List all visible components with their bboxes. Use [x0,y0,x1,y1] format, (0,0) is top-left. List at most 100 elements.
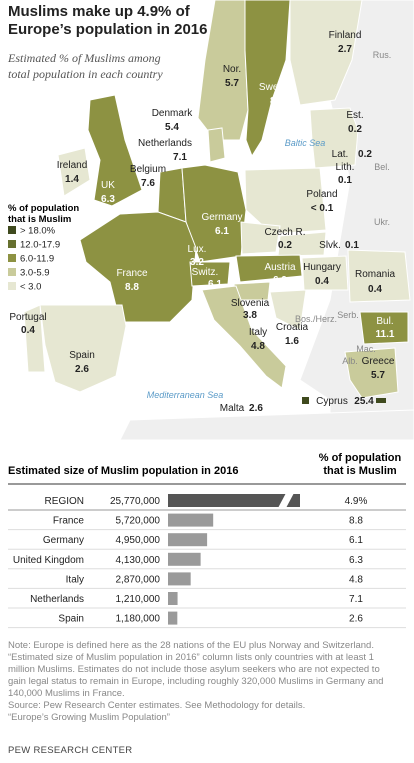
bulgaria [359,311,409,345]
place-label: Rus. [373,50,392,60]
country-value: 7.6 [141,178,155,189]
country-value: 3.8 [243,310,257,321]
table-header-right: % of population that is Muslim [318,452,402,477]
country-name: Hungary [303,262,341,273]
country-value: 25.4 [354,396,374,407]
bar [168,513,214,527]
row-name: REGION [45,496,84,507]
croatia [269,289,307,331]
cyprus [376,398,386,403]
row-percent: 4.8 [349,574,363,585]
country-value: 3.2 [190,257,204,268]
source: Source: Pew Research Center estimates. S… [8,700,306,711]
legend-label: > 18.0% [20,226,56,237]
title-text: Europe’s population in 2016 [8,21,207,38]
country-name: Est. [346,110,363,121]
country-value: 6.1 [215,226,229,237]
country-name: Belgium [130,164,166,175]
country-value: 0.4 [315,276,329,287]
country-value: 6.1 [208,279,222,290]
country-name: Bul. [376,316,393,327]
report: “Europe’s Growing Muslim Population” [8,712,170,723]
legend: > 18.0% 12.0-17.9 6.0-11.9 3.0-5.9 < 3.0 [8,226,60,293]
country-name: Germany [201,212,242,223]
spain [39,304,127,393]
country-name: Finland [329,30,362,41]
footer: PEW RESEARCH CENTER [8,745,133,756]
row-name: United Kingdom [13,555,84,566]
bar [168,494,300,507]
country-name: Italy [249,327,267,338]
neutral-land [119,409,414,441]
country-value: 8.8 [125,282,139,293]
row-percent: 6.3 [349,555,363,566]
table-header-left: Estimated size of Muslim population in 2… [8,465,239,477]
country-name: Romania [355,269,395,280]
place-label: Baltic Sea [285,138,326,148]
country-value: 0.4 [368,284,382,295]
row-population: 4,130,000 [116,555,161,566]
place-label: Mediterranean Sea [147,390,224,400]
row-population: 25,770,000 [110,496,160,507]
country-name: Lux. [188,244,207,255]
subtitle: Estimated % of Muslims among total popul… [8,51,163,81]
row-population: 1,210,000 [116,594,161,605]
cyprus-key [302,397,309,404]
czech [240,221,281,255]
country-value: 7.1 [173,152,187,163]
country-name: Lat. [332,149,349,160]
country-value: 4.8 [251,341,265,352]
legend-title: % of population that is Muslim [8,203,80,225]
title: Muslims make up 4.9% of Europe’s populati… [8,3,207,38]
note: Note: Europe is defined here as the 28 n… [8,640,384,699]
country-value: 11.1 [376,329,395,340]
country-value: 6.3 [101,194,115,205]
hungary [301,255,349,291]
country-name: Croatia [276,322,309,333]
row-percent: 2.6 [349,614,363,625]
bar [168,552,201,566]
denmark [207,127,226,163]
country-name: Cyprus [316,396,348,407]
country-value: 2.6 [75,364,89,375]
row-name: Germany [43,535,84,546]
finland [289,0,363,106]
country-name: Malta [220,403,245,414]
country-value: 0.2 [278,240,292,251]
country-value: < 0.1 [311,203,334,214]
place-label: Ukr. [374,217,390,227]
country-name: Ireland [57,160,88,171]
country-value: 5.7 [225,78,239,89]
place-label: Bel. [374,162,390,172]
uk [87,94,143,207]
country-name: UK [101,180,115,191]
country-name: Nor. [223,64,241,75]
place-label: Bos./Herz. [295,314,337,324]
legend-swatch [8,282,16,290]
country-value: 1.4 [65,174,79,185]
table: REGION 25,770,000 4.9% France 5,720,000 8.8 Ge… [8,483,406,629]
place-label: Alb. [342,356,358,366]
row-population: 5,720,000 [116,516,161,527]
greece [344,347,399,399]
country-value: 8.1 [270,96,284,107]
row-percent: 6.1 [349,535,363,546]
legend-swatch [8,240,16,248]
country-name: Slovenia [231,298,270,309]
bar [168,572,191,586]
country-name: Spain [69,350,95,361]
bar [168,533,208,547]
bar [168,592,178,605]
legend-label: 6.0-11.9 [20,254,54,265]
country-name: Portugal [9,312,46,323]
country-value: 1.6 [285,336,299,347]
title-text: Muslims make up 4.9% of [8,3,191,20]
row-name: France [53,516,85,527]
row-population: 1,180,000 [116,614,161,625]
legend-swatch [8,254,16,262]
place-label: Mac. [356,344,376,354]
map-labels: Finland 2.7 Nor. 5.7 Sweden 8.1 Est. 0.2 Denmark… [9,30,395,414]
row-population: 4,950,000 [116,535,161,546]
row-name: Spain [58,614,84,625]
